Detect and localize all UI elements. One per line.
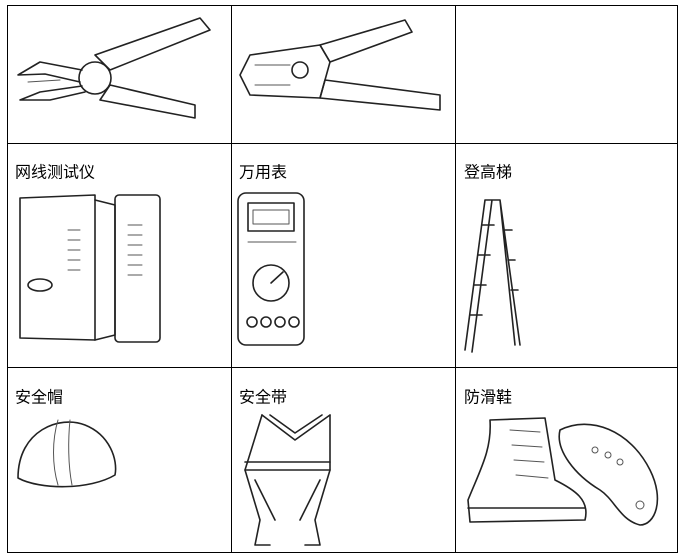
cell-label: 登高梯: [464, 163, 512, 182]
multimeter-icon: [237, 192, 305, 346]
cell-label: 安全带: [239, 388, 287, 407]
boots-icon: [467, 417, 659, 526]
table-grid: [7, 5, 678, 553]
wire-stripper-icon: [17, 17, 211, 119]
crimper-icon: [239, 19, 441, 111]
network-tester-icon: [19, 194, 161, 343]
cell-label: 万用表: [239, 163, 287, 182]
cell-label: 防滑鞋: [464, 388, 512, 407]
helmet-icon: [17, 419, 117, 488]
ladder-icon: [464, 199, 521, 353]
cell-label: 网线测试仪: [15, 163, 95, 182]
harness-icon: [244, 414, 331, 546]
cell-label: 安全帽: [15, 388, 63, 407]
